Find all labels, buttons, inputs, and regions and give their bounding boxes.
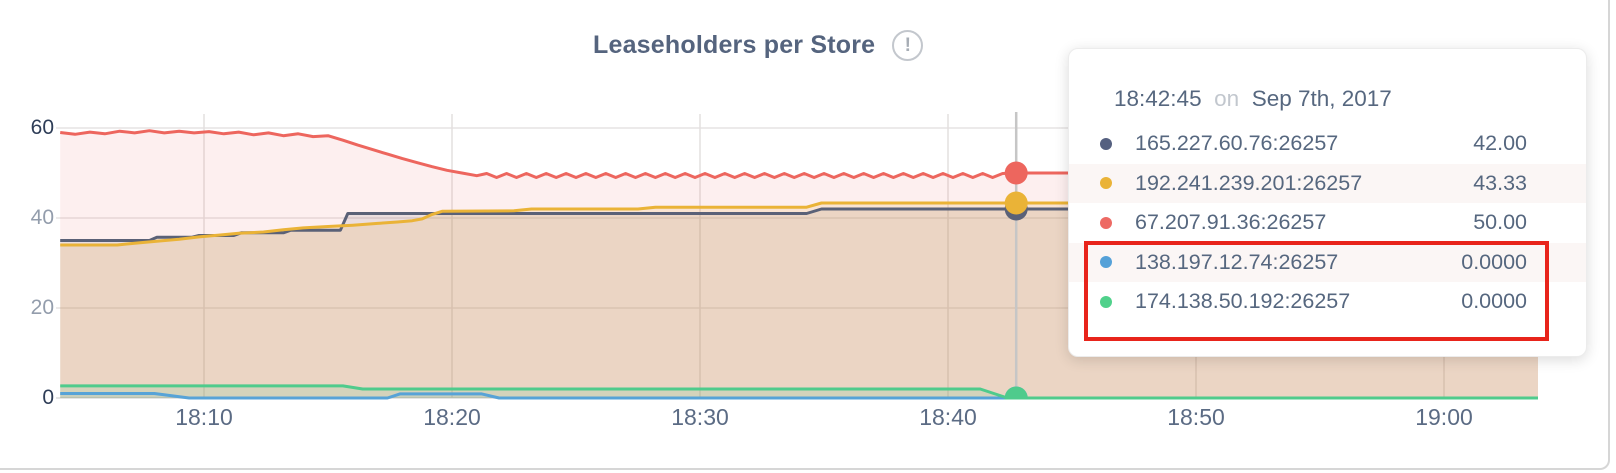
hover-dots <box>1004 161 1028 400</box>
tooltip-date-text: Sep 7th, 2017 <box>1251 86 1392 111</box>
line-67.207.91.36:26257 <box>60 129 1538 179</box>
x-tick-label: 18:50 <box>1167 404 1225 430</box>
x-tick-label: 18:20 <box>423 404 481 430</box>
tooltip-row: 67.207.91.36:26257 50.00 <box>1069 203 1586 243</box>
series-value: 43.33 <box>1473 170 1527 195</box>
info-icon[interactable]: ! <box>892 30 924 61</box>
tooltip-header: 18:42:45 on Sep 7th, 2017 <box>1114 86 1392 112</box>
tooltip-rows: 165.227.60.76:26257 42.00 192.241.239.201:… <box>1069 124 1586 322</box>
series-value: 0.0000 <box>1461 289 1527 314</box>
tooltip-row: 192.241.239.201:26257 43.33 <box>1069 163 1586 203</box>
series-name: 174.138.50.192:26257 <box>1135 289 1351 314</box>
tooltip-on-word-text: on <box>1214 86 1240 111</box>
page-title: Leaseholders per Store <box>593 31 876 59</box>
hover-dot-174.138.50.192:26257 <box>1004 386 1028 400</box>
line-174.138.50.192:26257 <box>60 384 1538 400</box>
series-value: 50.00 <box>1473 210 1527 235</box>
tooltip-row: 174.138.50.192:26257 0.0000 <box>1069 282 1586 322</box>
line-138.197.12.74:26257 <box>60 392 1538 400</box>
line-192.241.239.201:26257 <box>60 201 1538 247</box>
y-tick-label: 60 <box>30 116 54 139</box>
series-value: 0.0000 <box>1461 249 1527 274</box>
y-tick-label: 0 <box>42 386 54 409</box>
hover-dot-67.207.91.36:26257 <box>1004 161 1028 185</box>
series-name: 138.197.12.74:26257 <box>1135 249 1339 274</box>
y-tick-label: 20 <box>30 296 54 319</box>
title-row: Leaseholders per Store ! <box>593 30 924 61</box>
y-tick-label: 40 <box>30 206 54 229</box>
series-name: 192.241.239.201:26257 <box>1135 170 1363 195</box>
hover-dot-192.241.239.201:26257 <box>1004 191 1028 215</box>
x-tick-label: 19:00 <box>1415 404 1473 430</box>
x-tick-label: 18:10 <box>175 404 233 430</box>
series-name: 165.227.60.76:26257 <box>1135 131 1339 156</box>
series-color-dot <box>1100 256 1112 269</box>
tooltip-time: 18:42:45 <box>1114 86 1202 111</box>
series-color-dot <box>1100 177 1112 190</box>
series-value: 42.00 <box>1473 131 1527 156</box>
series-color-dot <box>1100 295 1112 308</box>
series-name: 67.207.91.36:26257 <box>1135 210 1327 235</box>
series-color-dot <box>1100 216 1112 229</box>
tooltip-row: 165.227.60.76:26257 42.00 <box>1069 124 1586 164</box>
hover-tooltip: 18:42:45 on Sep 7th, 2017 165.227.60.76:… <box>1068 48 1587 357</box>
tooltip-row: 138.197.12.74:26257 0.0000 <box>1069 242 1586 282</box>
series-color-dot <box>1100 137 1112 150</box>
x-tick-label: 18:30 <box>671 404 729 430</box>
series-lines <box>60 129 1538 400</box>
x-tick-label: 18:40 <box>919 404 977 430</box>
